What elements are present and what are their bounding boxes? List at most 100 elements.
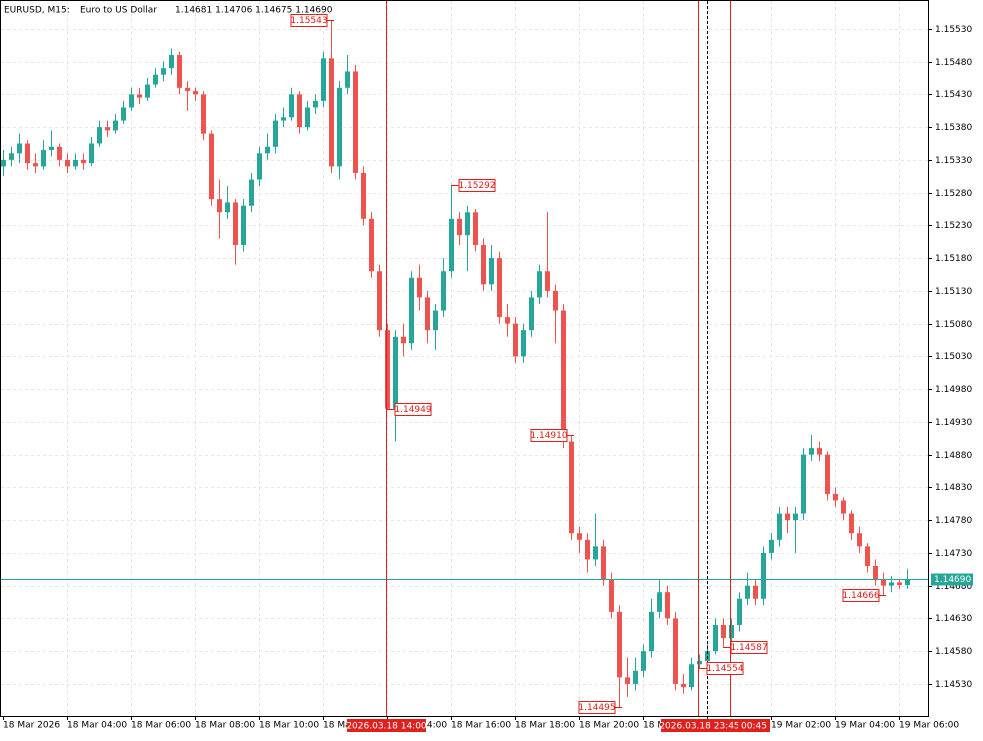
y-tick-label: 1.14880 (935, 451, 972, 461)
candle-body (513, 323, 518, 357)
candle-body (441, 271, 446, 311)
candle-body (9, 153, 14, 160)
candle-body (465, 212, 470, 236)
candle-body (169, 55, 174, 69)
candle-body (249, 179, 254, 206)
y-tick-label: 1.15180 (935, 254, 972, 264)
candle-body (713, 624, 718, 652)
y-tick-label: 1.14730 (935, 549, 972, 559)
candle-body (697, 660, 702, 665)
plot-border (0, 0, 929, 717)
candle-body (761, 552, 766, 599)
y-tick-label: 1.15080 (935, 320, 972, 330)
candle-body (633, 670, 638, 684)
y-tick-label: 1.15480 (935, 58, 972, 68)
candle-body (289, 94, 294, 118)
candle-body (489, 258, 494, 285)
candle-body (361, 172, 366, 219)
candle-body (81, 159, 86, 164)
candle-body (905, 579, 910, 585)
candle-body (121, 107, 126, 121)
candle-body (809, 448, 814, 455)
candle-body (865, 546, 870, 566)
candle-body (161, 68, 166, 75)
price-label-box (394, 403, 432, 416)
candle-body (153, 74, 158, 85)
price-label: 1.14949 (394, 405, 431, 415)
candle-body (305, 107, 310, 128)
candle-body (57, 146, 62, 160)
candle-body (737, 598, 742, 625)
y-tick-label: 1.15030 (935, 352, 972, 362)
price-label: 1.14495 (578, 703, 615, 713)
time-marker-label: 2026.03.18 14:00 (346, 722, 427, 732)
candle-body (889, 582, 894, 586)
candle-body (753, 585, 758, 599)
y-tick-label: 1.14680 (935, 582, 972, 592)
candle-body (233, 202, 238, 246)
candle-body (425, 297, 430, 331)
candle-body (449, 218, 454, 272)
y-tick-label: 1.14830 (935, 483, 972, 493)
candle-body (609, 579, 614, 612)
candle-body (665, 592, 670, 619)
candle-body (561, 310, 566, 442)
candle-body (769, 539, 774, 553)
price-label-box (290, 14, 328, 27)
x-tick-label: 18 Mar 10:00 (259, 721, 319, 731)
price-label-box (730, 641, 768, 654)
overlays: 1.15543 1.15292 1.14949 1.14495 1.14554 1.145… (1, 1, 928, 716)
y-tick-label: 1.15530 (935, 25, 972, 35)
candle-body (841, 500, 846, 514)
x-tick-label: 18 Mar 16:00 (451, 721, 511, 731)
candle-body (801, 454, 806, 514)
y-tick-label: 1.14580 (935, 647, 972, 657)
time-marker-label: 2026.03.18 23:45 (659, 722, 739, 732)
candle-body (217, 199, 222, 213)
candles (1, 20, 910, 707)
candle-body (201, 94, 206, 134)
candle-body (897, 582, 902, 585)
candle-body (745, 585, 750, 599)
candle-body (793, 513, 798, 521)
candle-body (177, 55, 182, 88)
y-tick-label: 1.14780 (935, 516, 972, 526)
candle-body (241, 205, 246, 246)
candle-body (473, 212, 478, 246)
candle-body (105, 127, 110, 131)
candle-body (673, 618, 678, 684)
price-label-box (706, 662, 744, 675)
y-tick-label: 1.14930 (935, 418, 972, 428)
candle-body (209, 133, 214, 200)
candle-body (129, 94, 134, 108)
candle-body (625, 677, 630, 684)
candle-body (617, 611, 622, 678)
current-price-box (931, 573, 973, 586)
candle-body (417, 277, 422, 298)
candle-body (337, 87, 342, 167)
candle-body (689, 664, 694, 688)
price-label: 1.14666 (842, 591, 879, 601)
price-label-box (458, 179, 496, 192)
candle-body (345, 71, 350, 88)
x-tick-label: 18 Mar 20:00 (579, 721, 639, 731)
candle-body (385, 330, 390, 409)
price-label: 1.14587 (730, 643, 767, 653)
candle-body (873, 565, 878, 580)
candle-body (553, 290, 558, 311)
x-tick-label: 18 Mar 08:00 (195, 721, 255, 731)
y-tick-label: 1.14630 (935, 614, 972, 624)
candle-body (393, 336, 398, 409)
candle-body (825, 454, 830, 494)
y-tick-label: 1.15130 (935, 287, 972, 297)
candle-body (257, 153, 262, 180)
candle-body (401, 336, 406, 344)
x-tick-label: 19 Mar 06:00 (899, 721, 959, 731)
time-marker-box (738, 719, 770, 732)
x-tick-label: 19 Mar 02:00 (771, 721, 831, 731)
candle-body (537, 271, 542, 298)
candle-body (137, 94, 142, 98)
header-description: Euro to US Dollar (80, 6, 157, 16)
